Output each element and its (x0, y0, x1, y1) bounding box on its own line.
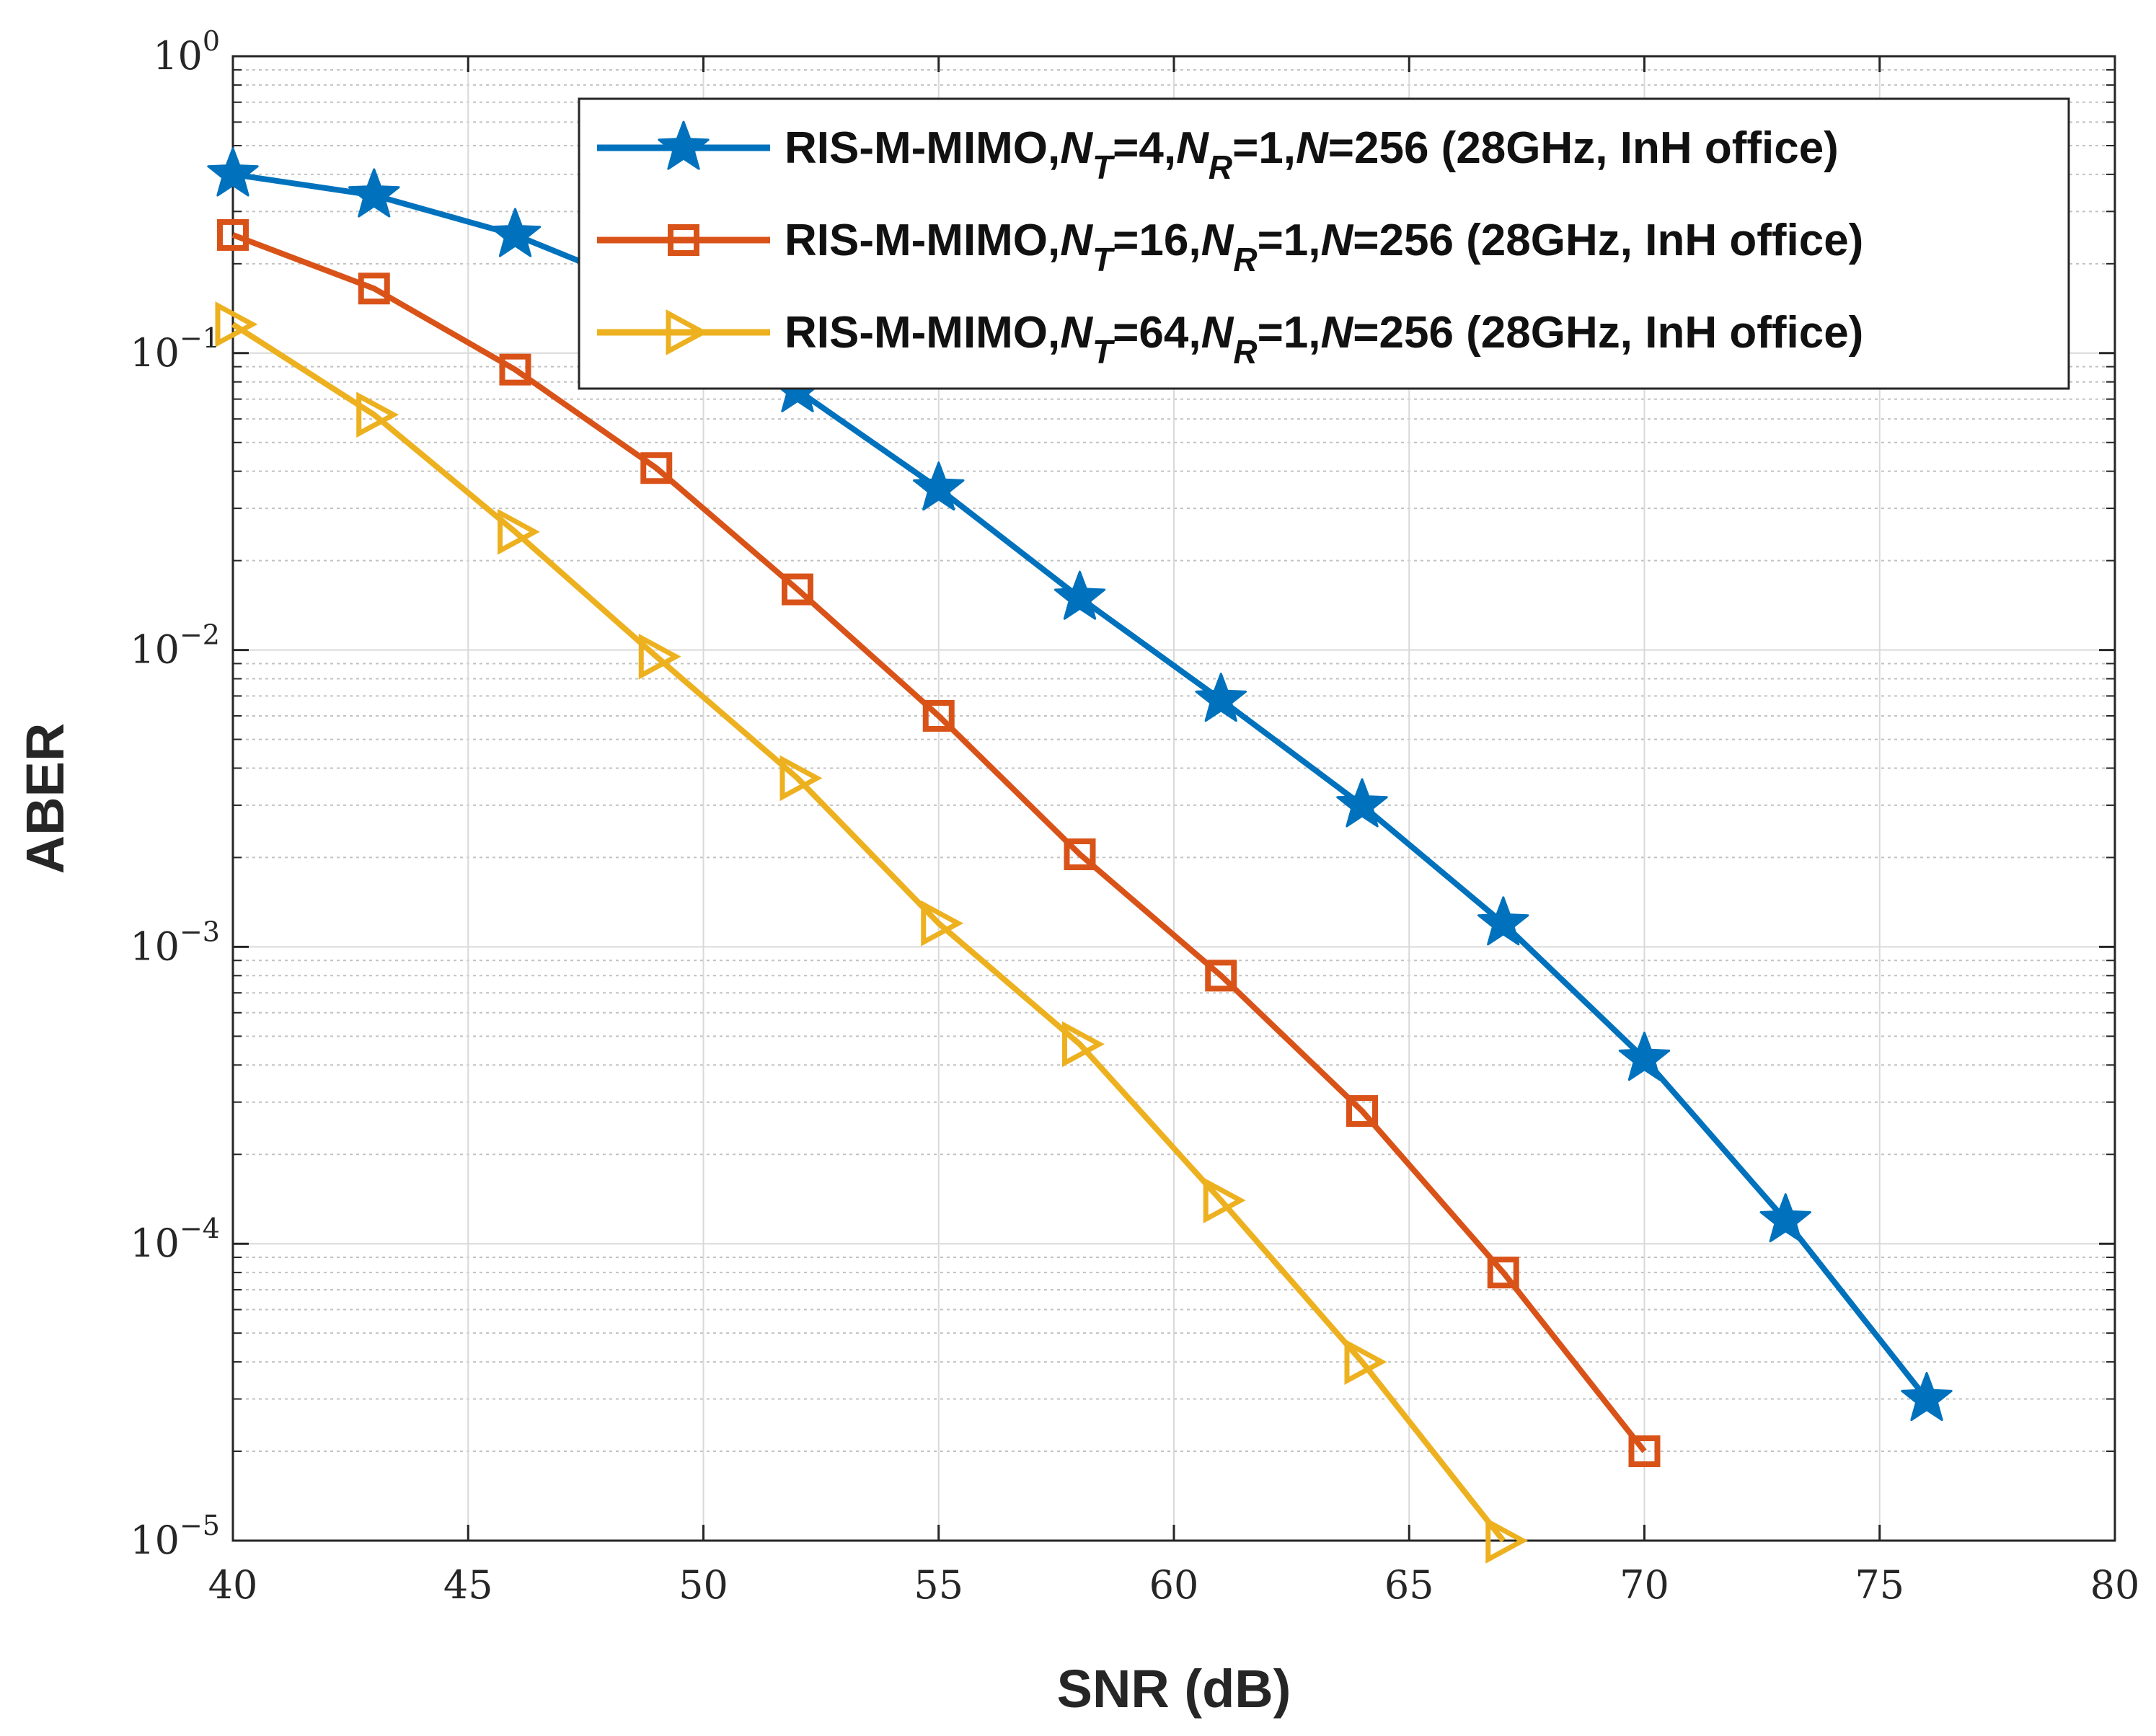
data-point (1053, 570, 1106, 620)
y-tick-label: 10−1 (130, 322, 220, 376)
x-tick-label: 40 (208, 1562, 258, 1608)
legend-box (578, 97, 2070, 390)
x-tick-label: 65 (1384, 1562, 1434, 1608)
data-point (640, 452, 673, 484)
data-point (499, 353, 531, 386)
data-point (489, 208, 542, 257)
data-point (348, 168, 400, 218)
data-point (215, 301, 258, 347)
x-tick-label: 75 (1855, 1562, 1904, 1608)
data-point (1205, 960, 1237, 992)
data-point (922, 699, 955, 732)
axes-box (231, 55, 2116, 1542)
series-2 (215, 301, 1529, 1564)
x-tick-label: 55 (914, 1562, 963, 1608)
data-point (1064, 838, 1096, 871)
data-point (1344, 1339, 1387, 1385)
legend-label: RIS-M-MIMO,NT=4,NR=1,N=256 (28GHz, InH o… (785, 123, 1839, 186)
data-point (1477, 896, 1529, 946)
series-1 (217, 218, 1661, 1468)
legend-entry: RIS-M-MIMO,NT=16,NR=1,N=256 (28GHz, InH … (597, 216, 1863, 278)
y-tick-label: 100 (153, 25, 220, 79)
data-point (782, 573, 813, 606)
data-point (913, 461, 965, 511)
legend-marker (666, 309, 709, 355)
data-point (1759, 1193, 1811, 1243)
legend-label: RIS-M-MIMO,NT=64,NR=1,N=256 (28GHz, InH … (785, 308, 1863, 371)
legend-label: RIS-M-MIMO,NT=16,NR=1,N=256 (28GHz, InH … (785, 216, 1863, 278)
x-tick-label: 80 (2090, 1562, 2140, 1608)
data-point (1618, 1032, 1671, 1081)
data-point (1901, 1372, 1953, 1422)
y-tick-label: 10−4 (130, 1213, 220, 1266)
data-point (356, 391, 399, 438)
y-axis-title: ABER (15, 723, 75, 874)
legend-marker (668, 224, 699, 256)
data-point (1346, 1095, 1378, 1128)
y-tick-label: 10−3 (130, 916, 220, 969)
y-tick-labels: 100 10−1 10−2 10−3 10−4 10−5 (130, 25, 220, 1563)
data-point (779, 755, 823, 802)
data-point (1195, 673, 1247, 722)
data-point (1336, 778, 1388, 828)
y-tick-label: 10−2 (130, 619, 220, 673)
data-point (358, 273, 390, 305)
series-layer (207, 147, 1953, 1564)
data-point (1485, 1518, 1529, 1564)
x-tick-labels: 40 45 50 55 60 65 70 75 80 (208, 1562, 2140, 1608)
legend-entry: RIS-M-MIMO,NT=4,NR=1,N=256 (28GHz, InH o… (597, 120, 1839, 186)
data-point (1062, 1021, 1105, 1068)
data-point (638, 633, 681, 680)
y-tick-label: 10−5 (130, 1510, 220, 1563)
data-point (217, 218, 249, 251)
data-point (1628, 1435, 1661, 1468)
x-tick-label: 45 (443, 1562, 493, 1608)
data-point (1203, 1177, 1246, 1223)
data-point (207, 147, 259, 197)
x-axis-title: SNR (dB) (1057, 1659, 1291, 1719)
legend-entry: RIS-M-MIMO,NT=64,NR=1,N=256 (28GHz, InH … (597, 308, 1863, 371)
legend-marker (658, 120, 710, 170)
x-tick-label: 50 (679, 1562, 728, 1608)
data-point (1487, 1257, 1519, 1289)
x-tick-label: 60 (1149, 1562, 1199, 1608)
series-line (231, 232, 1647, 1453)
x-tick-label: 70 (1620, 1562, 1669, 1608)
data-point (921, 900, 964, 947)
data-point (498, 508, 540, 555)
legend: RIS-M-MIMO,NT=4,NR=1,N=256 (28GHz, InH o… (578, 97, 2070, 390)
series-line (231, 322, 1506, 1543)
